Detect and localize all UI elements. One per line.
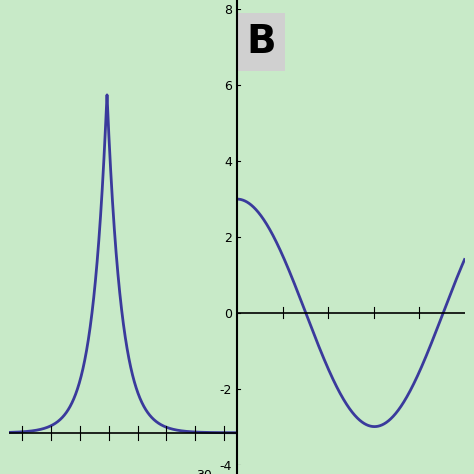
Text: B: B [246,23,276,61]
